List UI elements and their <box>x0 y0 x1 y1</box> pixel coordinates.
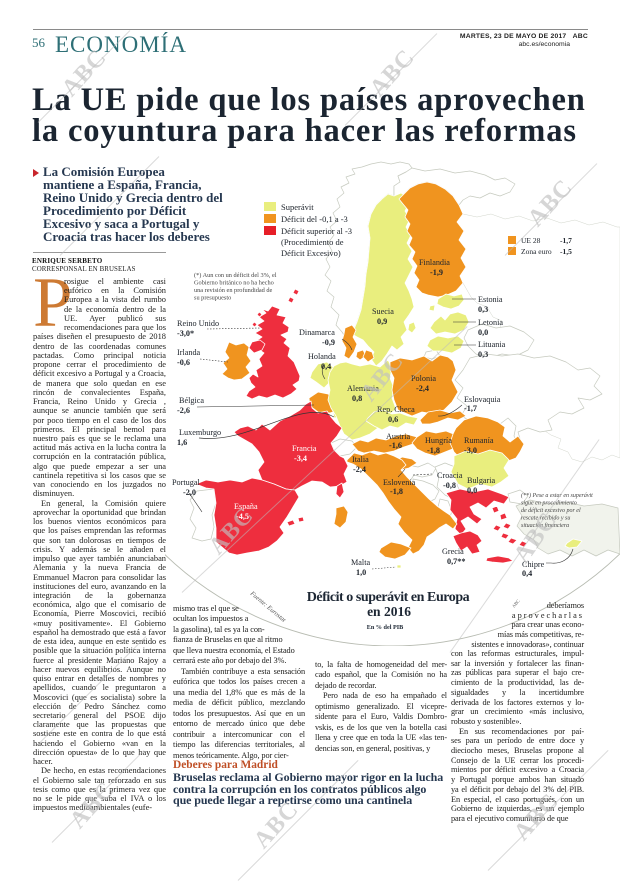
svg-text:-1,8: -1,8 <box>427 446 440 455</box>
svg-text:Grecia: Grecia <box>442 547 464 556</box>
svg-text:en 2016: en 2016 <box>367 604 411 619</box>
svg-text:Eslovenia: Eslovenia <box>383 478 416 487</box>
svg-text:UE 28: UE 28 <box>521 236 541 245</box>
svg-text:0,4: 0,4 <box>522 569 532 578</box>
svg-text:Bulgaria: Bulgaria <box>467 476 496 485</box>
svg-text:rescate recibido y su: rescate recibido y su <box>521 516 570 522</box>
svg-text:Portugal: Portugal <box>172 478 200 487</box>
svg-text:-2,4: -2,4 <box>416 384 429 393</box>
svg-text:Alemania: Alemania <box>347 384 379 393</box>
svg-text:-0,9: -0,9 <box>322 338 335 347</box>
svg-text:En % del PIB: En % del PIB <box>367 624 404 631</box>
svg-text:Finlandia: Finlandia <box>419 258 450 267</box>
svg-text:Eslovaquia: Eslovaquia <box>464 395 501 404</box>
svg-text:0,4: 0,4 <box>321 362 331 371</box>
svg-text:-0,8: -0,8 <box>443 481 456 490</box>
svg-text:-1,7: -1,7 <box>560 236 572 245</box>
svg-text:-1,8: -1,8 <box>390 487 403 496</box>
svg-text:Italia: Italia <box>352 455 369 464</box>
svg-text:situación financiera: situación financiera <box>521 522 569 529</box>
svg-text:Rep. Checa: Rep. Checa <box>377 405 415 414</box>
svg-text:Bélgica: Bélgica <box>179 396 204 405</box>
svg-text:Déficit del -0,1 a -3: Déficit del -0,1 a -3 <box>281 214 348 224</box>
svg-text:-1,9: -1,9 <box>430 268 443 277</box>
svg-text:sigue en procedimiento: sigue en procedimiento <box>521 501 577 507</box>
svg-text:Suecia: Suecia <box>372 307 394 316</box>
svg-text:Hungría: Hungría <box>425 436 452 445</box>
svg-text:Superávit: Superávit <box>281 202 314 212</box>
svg-text:-1,6: -1,6 <box>389 441 402 450</box>
svg-text:-2,0: -2,0 <box>183 488 196 497</box>
svg-text:Chipre: Chipre <box>522 560 545 569</box>
svg-text:-3,0*: -3,0* <box>177 329 194 338</box>
svg-text:0,7**: 0,7** <box>447 557 465 566</box>
svg-text:0,8: 0,8 <box>352 394 362 403</box>
svg-text:0,3: 0,3 <box>478 350 488 359</box>
svg-text:Holanda: Holanda <box>308 352 336 361</box>
svg-text:Letonia: Letonia <box>478 318 503 327</box>
svg-text:-0,6: -0,6 <box>177 358 190 367</box>
svg-text:0,0: 0,0 <box>478 328 488 337</box>
svg-text:ABC: ABC <box>511 598 521 608</box>
svg-text:una revisión en profundidad de: una revisión en profundidad de <box>194 287 273 294</box>
svg-text:0,0: 0,0 <box>467 486 477 495</box>
svg-text:Austria: Austria <box>386 432 410 441</box>
svg-text:Luxemburgo: Luxemburgo <box>179 428 221 437</box>
svg-text:-1,5: -1,5 <box>560 247 572 256</box>
svg-text:-2,4: -2,4 <box>353 465 366 474</box>
svg-text:-4,5: -4,5 <box>236 512 249 521</box>
svg-text:Irlanda: Irlanda <box>177 348 201 357</box>
svg-text:Malta: Malta <box>351 558 370 567</box>
svg-text:Rumanía: Rumanía <box>464 436 494 445</box>
svg-text:0,6: 0,6 <box>388 415 398 424</box>
svg-text:-3,0: -3,0 <box>464 446 477 455</box>
svg-text:1,0: 1,0 <box>356 568 366 577</box>
svg-text:0,9: 0,9 <box>377 317 387 326</box>
svg-text:Francia: Francia <box>292 444 317 453</box>
svg-text:0,3: 0,3 <box>478 305 488 314</box>
svg-text:Déficit superior al -3: Déficit superior al -3 <box>281 226 352 236</box>
svg-text:Lituania: Lituania <box>478 340 506 349</box>
svg-text:Zona euro: Zona euro <box>521 247 552 256</box>
svg-text:-1,7: -1,7 <box>464 404 477 413</box>
svg-text:Polonia: Polonia <box>411 374 436 383</box>
svg-text:Reino Unido: Reino Unido <box>177 319 219 328</box>
svg-text:Déficit Excesivo): Déficit Excesivo) <box>281 248 341 258</box>
svg-text:Dinamarca: Dinamarca <box>299 328 335 337</box>
svg-text:Estonia: Estonia <box>478 295 503 304</box>
svg-text:de déficit excesivo por el: de déficit excesivo por el <box>521 507 581 514</box>
svg-text:-3,4: -3,4 <box>294 454 307 463</box>
svg-text:España: España <box>234 502 258 511</box>
svg-text:(**) Pese a estar en superávit: (**) Pese a estar en superávit <box>521 492 593 499</box>
svg-text:su presupuesto: su presupuesto <box>194 295 231 302</box>
svg-text:(*) Aun con un déficit del 3%,: (*) Aun con un déficit del 3%, el <box>194 272 277 279</box>
svg-text:Déficit o superávit en Europa: Déficit o superávit en Europa <box>307 590 470 605</box>
svg-text:Gobierno británico no ha hecho: Gobierno británico no ha hecho <box>194 280 274 287</box>
svg-text:-2,6: -2,6 <box>177 406 190 415</box>
svg-text:(Procedimiento de: (Procedimiento de <box>281 237 344 247</box>
svg-text:Croacia: Croacia <box>437 471 463 480</box>
svg-text:1,6: 1,6 <box>177 438 187 447</box>
